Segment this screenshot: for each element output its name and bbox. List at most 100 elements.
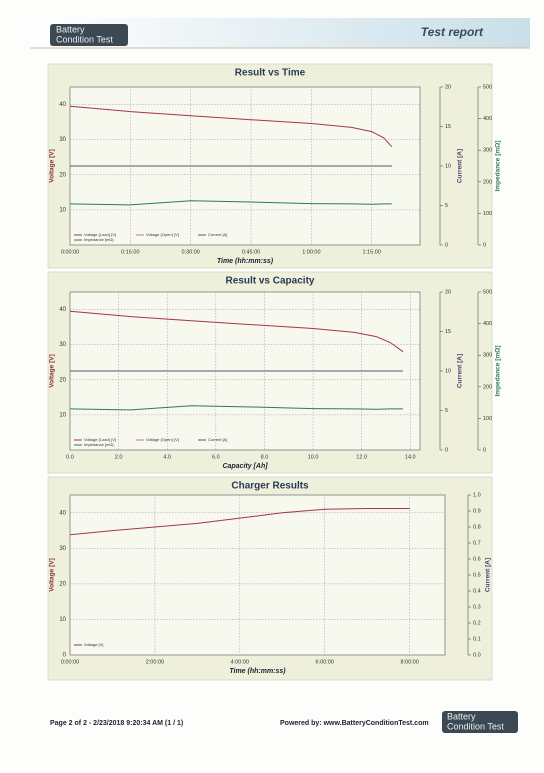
legend-label: Current [A] xyxy=(208,437,227,442)
x-tick-label: 14.0 xyxy=(405,454,416,460)
logo xyxy=(50,24,128,46)
x-axis-label: Time (hh:mm:ss) xyxy=(229,668,286,675)
x-tick-label: 4.0 xyxy=(163,454,171,460)
logo-text: Battery xyxy=(56,24,85,34)
series-line xyxy=(69,200,392,206)
y-tick-label: 20 xyxy=(59,377,66,383)
footer-powered: Powered by: www.BatteryConditionTest.com xyxy=(280,720,429,727)
y2-tick-label: 10 xyxy=(445,368,451,374)
x-tick-label: 2:00:00 xyxy=(146,659,164,665)
y-tick-label: 40 xyxy=(59,102,66,108)
y3-tick-label: 0 xyxy=(483,447,486,453)
x-tick-label: 6:00:00 xyxy=(316,659,334,665)
y-tick-label: 20 xyxy=(59,172,66,178)
y2-tick-label: 10 xyxy=(445,163,451,169)
x-tick-label: 1:00:00 xyxy=(302,249,320,255)
y-axis-label: Voltage [V] xyxy=(49,149,56,182)
x-tick-label: 8:00:00 xyxy=(400,659,418,665)
y3-tick-label: 300 xyxy=(483,148,492,154)
y2-axis-label: Current [A] xyxy=(457,354,464,388)
y2-tick-label: 15 xyxy=(445,124,451,130)
logo xyxy=(442,711,518,733)
legend-label: Current [A] xyxy=(208,232,227,237)
logo-text: Condition Test xyxy=(447,721,504,731)
y-tick-label: 10 xyxy=(59,412,66,418)
y3-tick-label: 400 xyxy=(483,116,492,122)
legend-label: Voltage [V] xyxy=(84,642,103,647)
x-tick-label: 0:15:00 xyxy=(121,249,139,255)
y2-tick-label: 0 xyxy=(445,447,448,453)
y2-tick-label: 0.1 xyxy=(473,636,481,642)
y3-tick-label: 500 xyxy=(483,289,492,295)
x-axis-label: Capacity [Ah] xyxy=(222,463,268,470)
x-tick-label: 8.0 xyxy=(261,454,269,460)
y2-tick-label: 1.0 xyxy=(473,492,481,498)
series-line xyxy=(69,105,393,148)
x-tick-label: 12.0 xyxy=(356,454,367,460)
y3-tick-label: 100 xyxy=(483,211,492,217)
plot-area xyxy=(69,494,446,656)
y2-tick-label: 0.3 xyxy=(473,604,481,610)
y3-tick-label: 100 xyxy=(483,416,492,422)
y3-tick-label: 0 xyxy=(483,242,486,248)
y3-tick-label: 300 xyxy=(483,353,492,359)
x-tick-label: 0:00:00 xyxy=(61,249,79,255)
y3-axis-label: Impedance [mΩ] xyxy=(495,140,502,191)
y3-tick-label: 500 xyxy=(483,84,492,90)
chart-title: Result vs Time xyxy=(235,68,306,79)
y-tick-label: 30 xyxy=(59,546,66,552)
y-tick-label: 30 xyxy=(59,137,66,143)
x-axis-label: Time (hh:mm:ss) xyxy=(217,258,274,265)
y3-tick-label: 200 xyxy=(483,179,492,185)
y-tick-label: 40 xyxy=(59,307,66,313)
legend-label: Voltage (Open) [V] xyxy=(146,232,179,237)
legend-label: Voltage (Open) [V] xyxy=(146,437,179,442)
y2-tick-label: 0.6 xyxy=(473,556,481,562)
report-title: Test report xyxy=(421,25,484,39)
series-line xyxy=(69,310,404,353)
series-line xyxy=(69,508,410,536)
y2-tick-label: 0.8 xyxy=(473,524,481,530)
x-tick-label: 1:15:00 xyxy=(363,249,381,255)
y3-tick-label: 400 xyxy=(483,321,492,327)
y2-tick-label: 0.5 xyxy=(473,572,481,578)
y2-tick-label: 20 xyxy=(445,289,451,295)
x-tick-label: 0:45:00 xyxy=(242,249,260,255)
legend-label: Impedance [mΩ] xyxy=(84,442,113,447)
y2-tick-label: 20 xyxy=(445,84,451,90)
y-axis-label: Voltage [V] xyxy=(49,558,56,591)
chart-title: Charger Results xyxy=(231,481,309,492)
y2-tick-label: 0.4 xyxy=(473,588,481,594)
y2-tick-label: 15 xyxy=(445,329,451,335)
y3-axis-label: Impedance [mΩ] xyxy=(495,345,502,396)
x-tick-label: 0.0 xyxy=(66,454,74,460)
y2-tick-label: 0.2 xyxy=(473,620,481,626)
y2-tick-label: 5 xyxy=(445,203,448,209)
y-tick-label: 40 xyxy=(59,510,66,516)
series-line xyxy=(69,405,403,411)
y-tick-label: 30 xyxy=(59,342,66,348)
logo-text: Battery xyxy=(447,711,476,721)
legend-label: Voltage (Load) [V] xyxy=(84,437,116,442)
y2-tick-label: 0.7 xyxy=(473,540,481,546)
y-tick-label: 0 xyxy=(63,653,67,659)
legend-label: Impedance [mΩ] xyxy=(84,237,113,242)
y3-tick-label: 200 xyxy=(483,384,492,390)
y2-axis-label: Current [A] xyxy=(457,149,464,183)
x-tick-label: 6.0 xyxy=(212,454,220,460)
y-tick-label: 10 xyxy=(59,207,66,213)
legend-label: Voltage (Load) [V] xyxy=(84,232,116,237)
y-tick-label: 20 xyxy=(59,581,66,587)
logo-text: Condition Test xyxy=(56,34,113,44)
x-tick-label: 0:00:00 xyxy=(61,659,79,665)
x-tick-label: 10.0 xyxy=(308,454,319,460)
x-tick-label: 0:30:00 xyxy=(182,249,200,255)
y2-tick-label: 0.9 xyxy=(473,508,481,514)
y2-tick-label: 0 xyxy=(445,242,448,248)
footer-page: Page 2 of 2 - 2/23/2018 9:20:34 AM (1 / … xyxy=(50,720,183,727)
x-tick-label: 4:00:00 xyxy=(231,659,249,665)
y2-tick-label: 5 xyxy=(445,408,448,414)
y2-axis-label: Current [A] xyxy=(485,558,492,592)
